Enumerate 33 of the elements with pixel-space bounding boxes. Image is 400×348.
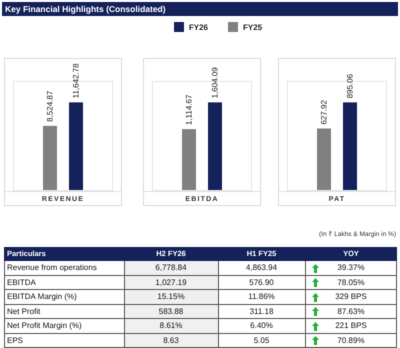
- text: 4,863.94: [246, 263, 278, 272]
- text: 329 BPS: [335, 292, 367, 301]
- category-label: EBITDA Margin (%): [7, 292, 77, 301]
- text: 70.89%: [337, 336, 365, 344]
- text: 78.05%: [337, 278, 365, 286]
- text: 221 BPS: [335, 321, 367, 330]
- text: 6.40%: [250, 321, 273, 330]
- text: 8.61%: [160, 321, 182, 330]
- text: 583.88: [158, 306, 184, 316]
- text: 87.63%: [337, 306, 365, 316]
- category-label: EBITDA: [7, 278, 36, 286]
- text: 5.05: [254, 336, 270, 344]
- text: 6,778.84: [155, 263, 187, 272]
- legend-label: FY25: [242, 22, 262, 32]
- data-label: 627.92: [320, 100, 328, 125]
- category-label: Net Profit: [7, 306, 40, 316]
- text: 576.90: [249, 278, 274, 286]
- text: 39.37%: [337, 263, 365, 272]
- data-label: 1,604.09: [210, 66, 220, 98]
- data-label: 1,114.67: [184, 94, 194, 126]
- category-label: Revenue from operations: [7, 263, 97, 272]
- chart-title: Key Financial Highlights (Consolidated): [2, 2, 398, 16]
- data-label: 895.06: [346, 73, 354, 98]
- data-label: 11,642.78: [72, 62, 80, 98]
- text: 11.86%: [248, 292, 275, 301]
- legend-label: FY26: [188, 22, 208, 32]
- text: 15.15%: [157, 292, 185, 301]
- category-label: Net Profit Margin (%): [7, 321, 82, 330]
- text: 311.18: [250, 306, 274, 316]
- text: 1,027.19: [155, 278, 187, 286]
- text: 8.63: [163, 336, 179, 344]
- category-label: EPS: [7, 336, 24, 344]
- data-label: 8,524.87: [46, 90, 54, 122]
